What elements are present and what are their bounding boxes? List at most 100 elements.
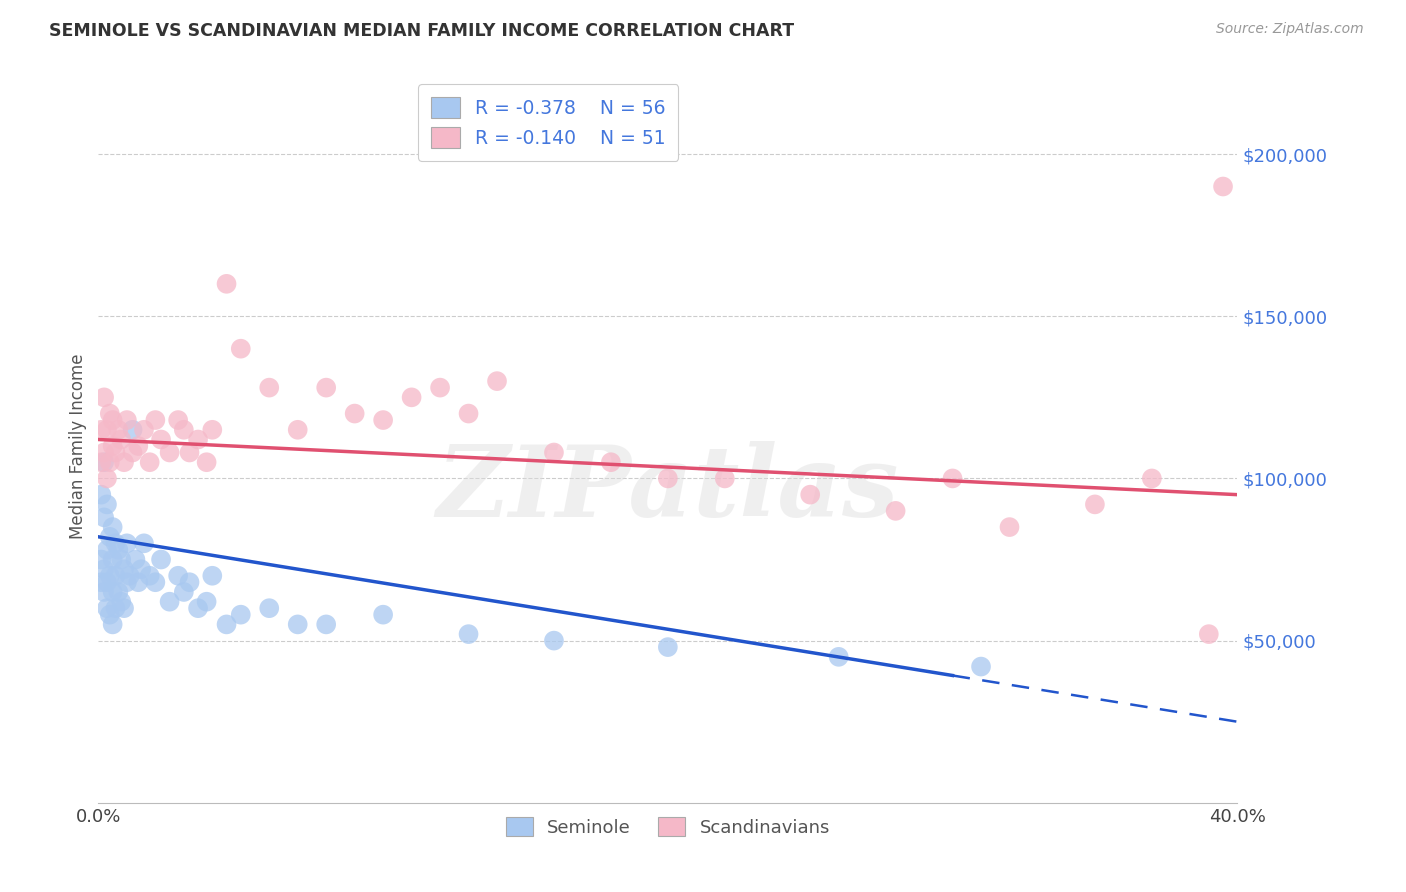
Point xyxy=(1084,497,1107,511)
Point xyxy=(229,607,252,622)
Point xyxy=(543,445,565,459)
Point xyxy=(215,277,238,291)
Point xyxy=(543,633,565,648)
Point xyxy=(115,536,138,550)
Point xyxy=(657,640,679,654)
Point xyxy=(96,471,118,485)
Point xyxy=(150,433,173,447)
Point xyxy=(96,497,118,511)
Point xyxy=(132,423,155,437)
Point xyxy=(101,617,124,632)
Point xyxy=(942,471,965,485)
Point xyxy=(98,607,121,622)
Point xyxy=(107,542,129,557)
Point xyxy=(132,536,155,550)
Point xyxy=(96,423,118,437)
Point xyxy=(187,433,209,447)
Point xyxy=(101,520,124,534)
Point xyxy=(90,455,112,469)
Point xyxy=(96,575,118,590)
Y-axis label: Median Family Income: Median Family Income xyxy=(69,353,87,539)
Point xyxy=(90,552,112,566)
Point xyxy=(159,445,181,459)
Point xyxy=(167,413,190,427)
Point xyxy=(828,649,851,664)
Point xyxy=(229,342,252,356)
Point xyxy=(373,413,395,427)
Point xyxy=(287,423,309,437)
Point xyxy=(93,585,115,599)
Point xyxy=(127,439,149,453)
Point xyxy=(1198,627,1220,641)
Point xyxy=(101,413,124,427)
Point xyxy=(287,617,309,632)
Point xyxy=(93,390,115,404)
Point xyxy=(259,601,281,615)
Point xyxy=(201,423,224,437)
Point xyxy=(159,595,181,609)
Text: SEMINOLE VS SCANDINAVIAN MEDIAN FAMILY INCOME CORRELATION CHART: SEMINOLE VS SCANDINAVIAN MEDIAN FAMILY I… xyxy=(49,22,794,40)
Text: ZIPatlas: ZIPatlas xyxy=(437,441,898,537)
Point xyxy=(121,445,143,459)
Point xyxy=(112,455,135,469)
Point xyxy=(373,607,395,622)
Point xyxy=(104,601,127,615)
Point xyxy=(101,585,124,599)
Point xyxy=(90,423,112,437)
Point xyxy=(173,423,195,437)
Point xyxy=(486,374,509,388)
Point xyxy=(173,585,195,599)
Point xyxy=(93,562,115,576)
Point xyxy=(110,552,132,566)
Point xyxy=(110,595,132,609)
Point xyxy=(799,488,821,502)
Point xyxy=(93,445,115,459)
Point xyxy=(90,488,112,502)
Point xyxy=(110,433,132,447)
Point xyxy=(104,445,127,459)
Point xyxy=(457,407,479,421)
Point xyxy=(259,381,281,395)
Point xyxy=(98,530,121,544)
Point xyxy=(401,390,423,404)
Text: Source: ZipAtlas.com: Source: ZipAtlas.com xyxy=(1216,22,1364,37)
Point xyxy=(1140,471,1163,485)
Point xyxy=(129,562,152,576)
Point xyxy=(96,601,118,615)
Point xyxy=(138,568,160,582)
Point xyxy=(145,413,167,427)
Point xyxy=(970,659,993,673)
Point xyxy=(115,575,138,590)
Point xyxy=(145,575,167,590)
Point xyxy=(600,455,623,469)
Point xyxy=(167,568,190,582)
Point xyxy=(107,423,129,437)
Point xyxy=(112,562,135,576)
Point xyxy=(90,575,112,590)
Point xyxy=(315,617,337,632)
Point xyxy=(104,536,127,550)
Point xyxy=(150,552,173,566)
Point xyxy=(215,617,238,632)
Point xyxy=(107,585,129,599)
Point xyxy=(457,627,479,641)
Point xyxy=(98,568,121,582)
Point xyxy=(201,568,224,582)
Point xyxy=(884,504,907,518)
Point xyxy=(429,381,451,395)
Point xyxy=(101,552,124,566)
Point xyxy=(179,575,201,590)
Point xyxy=(195,455,218,469)
Point xyxy=(96,542,118,557)
Point xyxy=(118,568,141,582)
Point xyxy=(112,601,135,615)
Point xyxy=(104,568,127,582)
Point xyxy=(93,455,115,469)
Point xyxy=(1212,179,1234,194)
Point xyxy=(187,601,209,615)
Point xyxy=(179,445,201,459)
Legend: Seminole, Scandinavians: Seminole, Scandinavians xyxy=(499,809,837,844)
Point xyxy=(343,407,366,421)
Point xyxy=(998,520,1021,534)
Point xyxy=(195,595,218,609)
